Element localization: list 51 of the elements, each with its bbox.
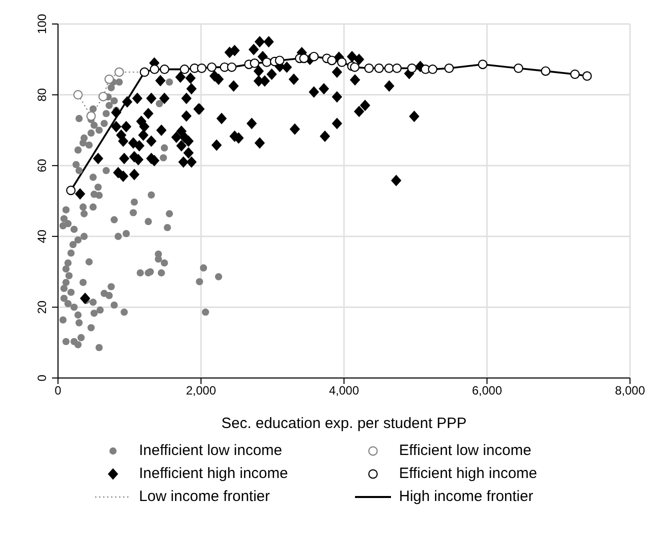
point: [206, 62, 216, 72]
point: [73, 90, 83, 100]
point: [262, 57, 272, 67]
point: [444, 64, 454, 73]
point: [150, 64, 160, 74]
point: [350, 62, 360, 72]
legend-label: Efficient high income: [399, 465, 538, 482]
point: [180, 64, 190, 74]
legend-label: High income frontier: [399, 488, 534, 505]
y-tick-label: 40: [35, 229, 49, 244]
point: [374, 64, 384, 73]
point: [98, 92, 108, 102]
x-tick-label: 2,000: [186, 384, 216, 398]
legend-label: Inefficient high income: [139, 465, 288, 482]
point: [428, 64, 438, 74]
point: [274, 56, 284, 66]
legend-label: Efficient low income: [399, 442, 532, 459]
x-axis-title: Sec. education exp. per student PPP: [221, 415, 467, 432]
point: [392, 64, 402, 73]
point: [407, 64, 417, 73]
point: [86, 111, 96, 121]
point: [478, 60, 488, 70]
legend-label: Low income frontier: [139, 488, 270, 505]
point: [540, 66, 550, 76]
point: [327, 56, 337, 66]
legend-label: Inefficient low income: [139, 442, 282, 459]
y-tick-label: 80: [35, 88, 49, 102]
y-tick-label: 100: [35, 14, 49, 34]
x-tick-label: 6,000: [472, 384, 502, 398]
point: [196, 64, 206, 73]
point: [114, 67, 124, 77]
x-tick-label: 4,000: [328, 384, 360, 398]
point: [514, 64, 524, 73]
point: [582, 71, 592, 81]
point: [337, 57, 347, 67]
point: [66, 186, 76, 196]
x-tick-label: 0: [54, 384, 62, 398]
point: [364, 64, 374, 73]
point: [570, 70, 580, 80]
point: [309, 52, 319, 62]
point: [140, 67, 150, 77]
point: [299, 54, 309, 64]
point: [160, 64, 170, 74]
x-tick-label: 8,000: [614, 384, 646, 398]
point: [250, 58, 260, 68]
point: [226, 62, 236, 72]
point: [104, 74, 114, 84]
y-tick-label: 20: [35, 300, 49, 314]
y-tick-label: 60: [35, 158, 49, 172]
y-tick-label: 0: [35, 374, 49, 382]
point: [384, 64, 394, 73]
